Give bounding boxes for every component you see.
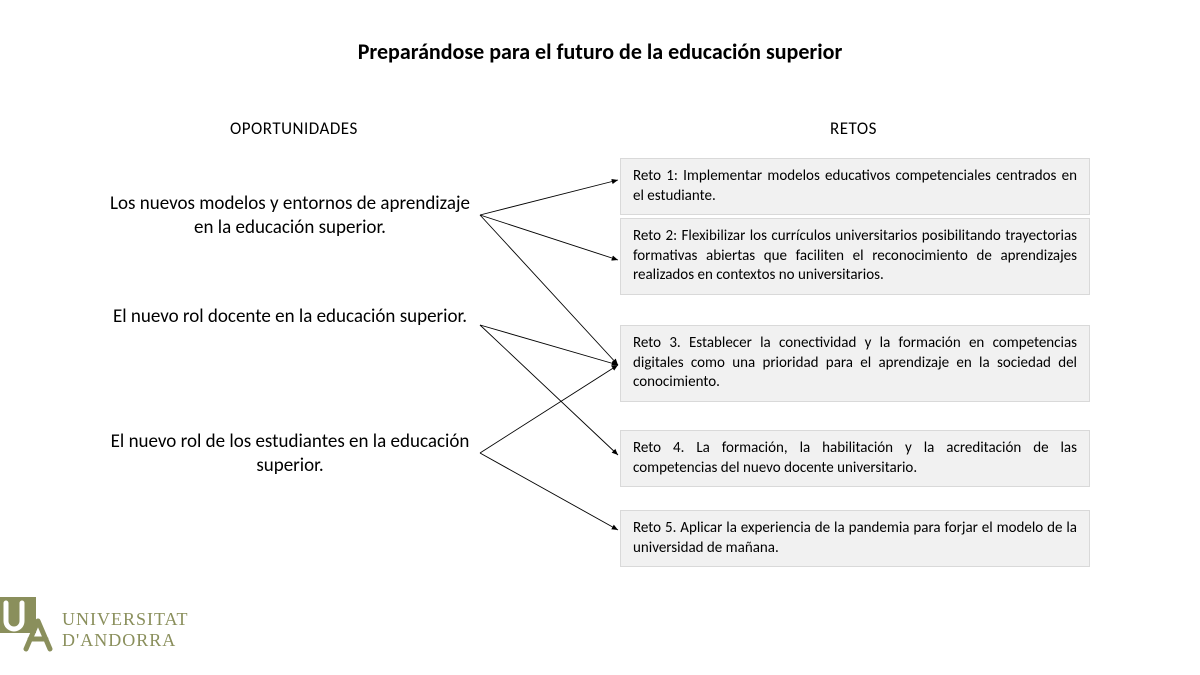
arrow-op3-r3 xyxy=(480,365,618,453)
opportunity-3: El nuevo rol de los estudiantes en la ed… xyxy=(100,430,480,478)
arrow-op3-r5 xyxy=(480,453,618,530)
slide-title: Preparándose para el futuro de la educac… xyxy=(0,38,1200,65)
arrow-op1-r3 xyxy=(480,215,618,365)
challenges-header: RETOS xyxy=(830,118,877,139)
reto-3: Reto 3. Establecer la conectividad y la … xyxy=(620,325,1090,402)
logo-line2: D'ANDORRA xyxy=(62,630,189,651)
arrow-op2-r3 xyxy=(480,325,618,365)
university-logo: UNIVERSITAT D'ANDORRA xyxy=(0,597,260,667)
reto-2: Reto 2: Flexibilizar los currículos univ… xyxy=(620,218,1090,295)
opportunity-1: Los nuevos modelos y entornos de aprendi… xyxy=(100,192,480,240)
reto-4: Reto 4. La formación, la habilitación y … xyxy=(620,430,1090,487)
logo-mark-icon xyxy=(0,597,60,657)
slide: Preparándose para el futuro de la educac… xyxy=(0,0,1200,675)
logo-text: UNIVERSITAT D'ANDORRA xyxy=(62,609,189,650)
opportunity-2: El nuevo rol docente en la educación sup… xyxy=(100,305,480,329)
arrow-op1-r2 xyxy=(480,215,618,260)
reto-1: Reto 1: Implementar modelos educativos c… xyxy=(620,158,1090,215)
arrow-op2-r4 xyxy=(480,325,618,455)
logo-line1: UNIVERSITAT xyxy=(62,609,189,630)
opportunities-header: OPORTUNIDADES xyxy=(230,118,358,139)
arrow-op1-r1 xyxy=(480,180,618,215)
reto-5: Reto 5. Aplicar la experiencia de la pan… xyxy=(620,510,1090,567)
